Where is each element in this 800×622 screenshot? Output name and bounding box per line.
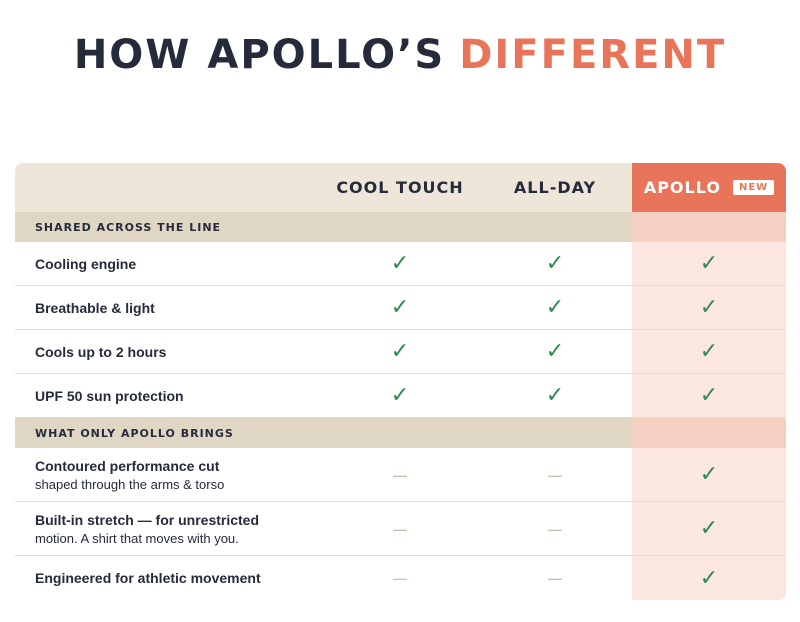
table-row: Cooling engine ✓ ✓ ✓	[15, 242, 786, 286]
check-icon: ✓	[390, 295, 410, 320]
cell: ✓	[480, 286, 630, 329]
table-row: Cools up to 2 hours ✓ ✓ ✓	[15, 330, 786, 374]
cell: ✓	[325, 374, 475, 417]
row-label: UPF 50 sun protection	[15, 388, 325, 404]
feature-name: Cooling engine	[35, 255, 137, 272]
check-icon: ✓	[545, 295, 565, 320]
cell: ✓	[632, 502, 786, 555]
table-row: Contoured performance cut shaped through …	[15, 448, 786, 502]
section-label: SHARED ACROSS THE LINE	[35, 220, 222, 234]
table-row: Breathable & light ✓ ✓ ✓	[15, 286, 786, 330]
check-icon: ✓	[390, 251, 410, 276]
cell: ✓	[632, 286, 786, 329]
feature-note: motion. A shirt that moves with you.	[35, 530, 239, 546]
dash-icon: —	[393, 466, 407, 483]
check-icon: ✓	[699, 339, 719, 364]
feature-name: UPF 50 sun protection	[35, 387, 184, 404]
cell: —	[325, 556, 475, 600]
cell: —	[480, 502, 630, 555]
section-row: SHARED ACROSS THE LINE	[15, 212, 786, 242]
check-icon: ✓	[699, 516, 719, 541]
dash-icon: —	[393, 520, 407, 537]
section-row: WHAT ONLY APOLLO BRINGS	[15, 418, 786, 448]
cell: ✓	[632, 374, 786, 417]
feature-name: Built-in stretch — for unrestricted	[35, 511, 260, 528]
feature-name: Breathable & light	[35, 299, 155, 316]
header-row: COOL TOUCH ALL-DAY APOLLO NEW	[15, 163, 786, 212]
cell: ✓	[325, 242, 475, 285]
row-label: Built-in stretch — for unrestricted motio…	[15, 512, 325, 546]
dash-icon: —	[548, 570, 562, 586]
row-label: Contoured performance cut shaped through …	[15, 458, 325, 492]
cell: ✓	[480, 330, 630, 373]
cell: ✓	[480, 242, 630, 285]
cell: ✓	[480, 374, 630, 417]
check-icon: ✓	[699, 383, 719, 408]
dash-icon: —	[548, 466, 562, 483]
row-label: Breathable & light	[15, 300, 325, 316]
column-header: APOLLO	[643, 178, 721, 197]
cell: —	[325, 448, 475, 501]
title-main: HOW APOLLO’S	[73, 32, 446, 78]
cell: ✓	[632, 330, 786, 373]
cell: —	[480, 556, 630, 600]
feature-note: shaped through the arms & torso	[35, 476, 225, 492]
check-icon: ✓	[699, 565, 719, 591]
check-icon: ✓	[545, 383, 565, 408]
check-icon: ✓	[699, 295, 719, 320]
cell: ✓	[325, 286, 475, 329]
feature-name: Engineered for athletic movement	[35, 570, 261, 586]
badge: NEW	[732, 180, 775, 195]
check-icon: ✓	[390, 383, 410, 408]
cell: ✓	[632, 448, 786, 501]
column-header: COOL TOUCH	[336, 178, 464, 197]
feature-name: Contoured performance cut	[35, 457, 220, 474]
check-icon: ✓	[699, 462, 719, 487]
feature-name: Cools up to 2 hours	[35, 343, 167, 360]
table-row: Built-in stretch — for unrestricted motio…	[15, 502, 786, 556]
comparison-table: COOL TOUCH ALL-DAY APOLLO NEW SHARED ACRO…	[15, 163, 786, 600]
highlight-cell	[632, 212, 786, 242]
column-header-highlight: APOLLO NEW	[632, 163, 786, 212]
check-icon: ✓	[390, 339, 410, 364]
check-icon: ✓	[699, 251, 719, 276]
cell: ✓	[632, 242, 786, 285]
highlight-cell	[632, 418, 786, 448]
dash-icon: —	[393, 570, 407, 586]
cell: —	[480, 448, 630, 501]
cell: ✓	[632, 556, 786, 600]
cell: —	[325, 502, 475, 555]
dash-icon: —	[548, 520, 562, 537]
table-row: Engineered for athletic movement — — ✓	[15, 556, 786, 600]
column-header: ALL-DAY	[513, 178, 597, 197]
table-row: UPF 50 sun protection ✓ ✓ ✓	[15, 374, 786, 418]
row-label: Cools up to 2 hours	[15, 344, 325, 360]
row-label: Engineered for athletic movement	[15, 570, 325, 586]
check-icon: ✓	[545, 339, 565, 364]
section-label: WHAT ONLY APOLLO BRINGS	[35, 426, 234, 440]
cell: ✓	[325, 330, 475, 373]
row-label: Cooling engine	[15, 256, 325, 272]
title: HOW APOLLO’S DIFFERENT	[0, 32, 800, 78]
title-accent: DIFFERENT	[459, 32, 727, 78]
check-icon: ✓	[545, 251, 565, 276]
